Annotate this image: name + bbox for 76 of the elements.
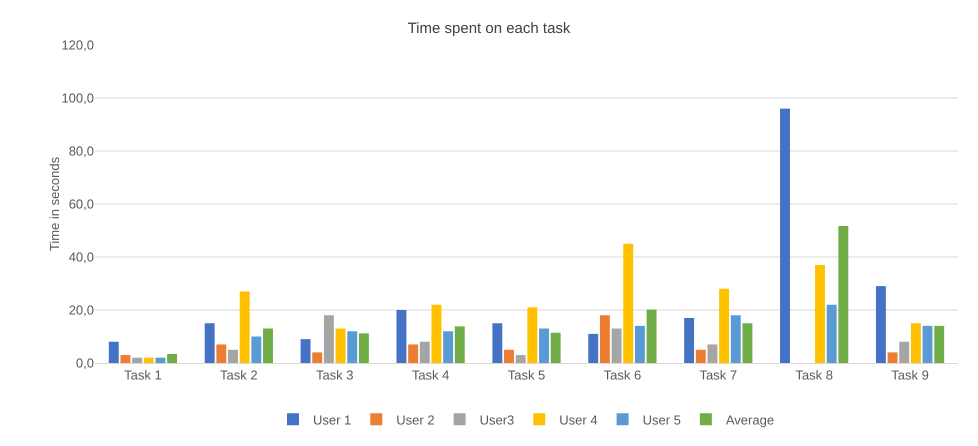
y-tick-label: 0,0 [76,356,94,371]
bar [420,342,430,363]
bar [240,291,250,363]
x-tick-label: Task 5 [508,368,546,383]
y-tick-label: 100,0 [61,90,94,106]
x-tick-label: Task 9 [891,368,929,383]
x-tick-label: Task 7 [699,368,738,383]
bar [443,331,454,363]
bar [646,309,657,363]
bar [167,354,178,363]
bar [504,350,514,363]
bar [826,304,837,363]
legend-label: User3 [480,412,514,428]
bar [204,323,215,363]
bar [730,315,741,363]
bar [550,332,561,363]
y-tick-label: 120,0 [61,38,94,53]
bar [300,339,311,363]
bar [719,288,730,363]
bar [396,310,406,363]
bar [155,358,166,363]
x-tick-label: Task 2 [220,368,258,383]
bar [132,358,142,363]
bar [910,323,921,363]
bar [324,315,334,363]
bar [358,333,369,363]
bar [623,244,634,363]
bar [336,328,346,363]
bar [634,326,645,363]
x-tick-label: Task 8 [795,368,833,383]
bar [876,286,886,363]
x-tick-label: Task 6 [604,368,642,383]
bar [527,307,538,363]
bar [612,328,622,363]
bar [216,344,226,363]
legend-label: User 5 [642,412,681,428]
bar [922,326,933,363]
x-tick-label: Task 1 [124,368,162,383]
legend-label: Average [726,412,774,428]
bar [516,355,526,363]
bar [588,334,598,363]
bar [144,358,154,363]
y-axis-title: Time in seconds [47,156,62,252]
y-tick-label: 60,0 [68,196,94,212]
bar [312,352,322,363]
bar [108,342,119,363]
bar [492,323,502,363]
bar [707,344,718,363]
y-tick-label: 20,0 [68,302,94,318]
y-tick-label: 80,0 [68,144,94,159]
bar [742,323,752,363]
bar [600,315,610,363]
bar [408,344,418,363]
bar [934,326,944,363]
bar [899,342,910,363]
legend-label: User 1 [313,412,352,428]
bar [539,328,549,363]
x-tick-label: Task 4 [412,368,450,383]
bar [431,304,442,363]
bar [228,350,238,363]
bar [454,326,465,363]
bar [888,352,898,363]
bar [838,226,848,363]
bar [780,108,790,363]
x-tick-label: Task 3 [316,368,354,383]
legend-label: User 4 [559,412,598,428]
bar [120,355,130,363]
bar [684,318,694,363]
bar [347,331,358,363]
bar [696,350,706,363]
legend-label: User 2 [396,412,435,428]
bar [251,336,262,363]
bar [815,264,825,363]
y-tick-label: 40,0 [68,250,94,265]
bar [263,328,273,363]
chart-title: Time spent on each task [408,20,571,37]
